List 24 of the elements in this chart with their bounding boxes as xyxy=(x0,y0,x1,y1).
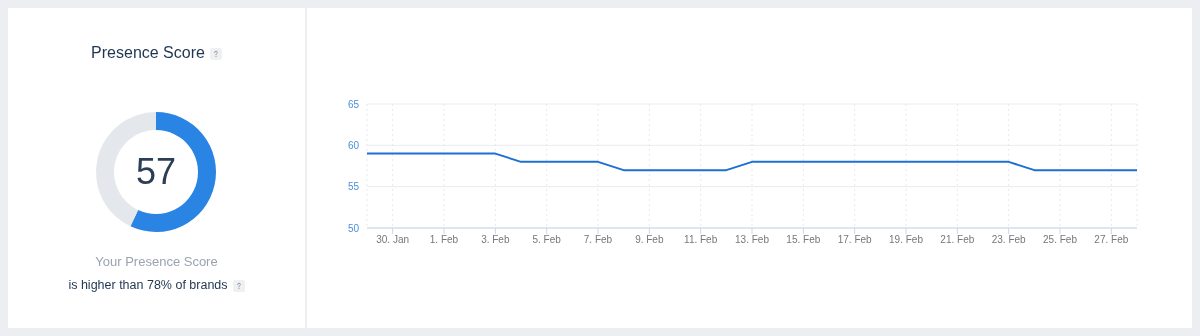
donut-slice xyxy=(130,112,216,232)
x-tick-label: 27. Feb xyxy=(1094,234,1129,246)
x-tick-label: 30. Jan xyxy=(376,234,410,246)
x-tick-label: 1. Feb xyxy=(429,234,459,246)
x-tick-label: 19. Feb xyxy=(889,234,924,246)
y-tick-label: 50 xyxy=(347,222,360,234)
chart-title: Presence Score xyxy=(90,44,206,62)
x-tick-label: 17. Feb xyxy=(837,234,873,246)
x-tick-label: 23. Feb xyxy=(991,234,1027,246)
x-tick-label: 15. Feb xyxy=(786,234,821,246)
y-tick-label: 65 xyxy=(347,98,360,110)
x-tick-label: 13. Feb xyxy=(735,234,770,246)
x-tick-label: 5. Feb xyxy=(532,234,562,246)
x-tick-label: 11. Feb xyxy=(684,234,718,246)
x-tick-label: 3. Feb xyxy=(481,234,510,246)
x-tick-label: 9. Feb xyxy=(635,234,664,246)
y-tick-label: 60 xyxy=(347,139,360,151)
text: 57 xyxy=(134,150,177,194)
x-tick-label: 21. Feb xyxy=(940,234,975,246)
text: is higher than 78% of brands xyxy=(67,278,229,292)
text: Your Presence Score xyxy=(94,254,219,269)
y-tick-label: 55 xyxy=(347,181,360,193)
x-tick-label: 7. Feb xyxy=(583,234,613,246)
x-tick-label: 25. Feb xyxy=(1043,234,1078,246)
